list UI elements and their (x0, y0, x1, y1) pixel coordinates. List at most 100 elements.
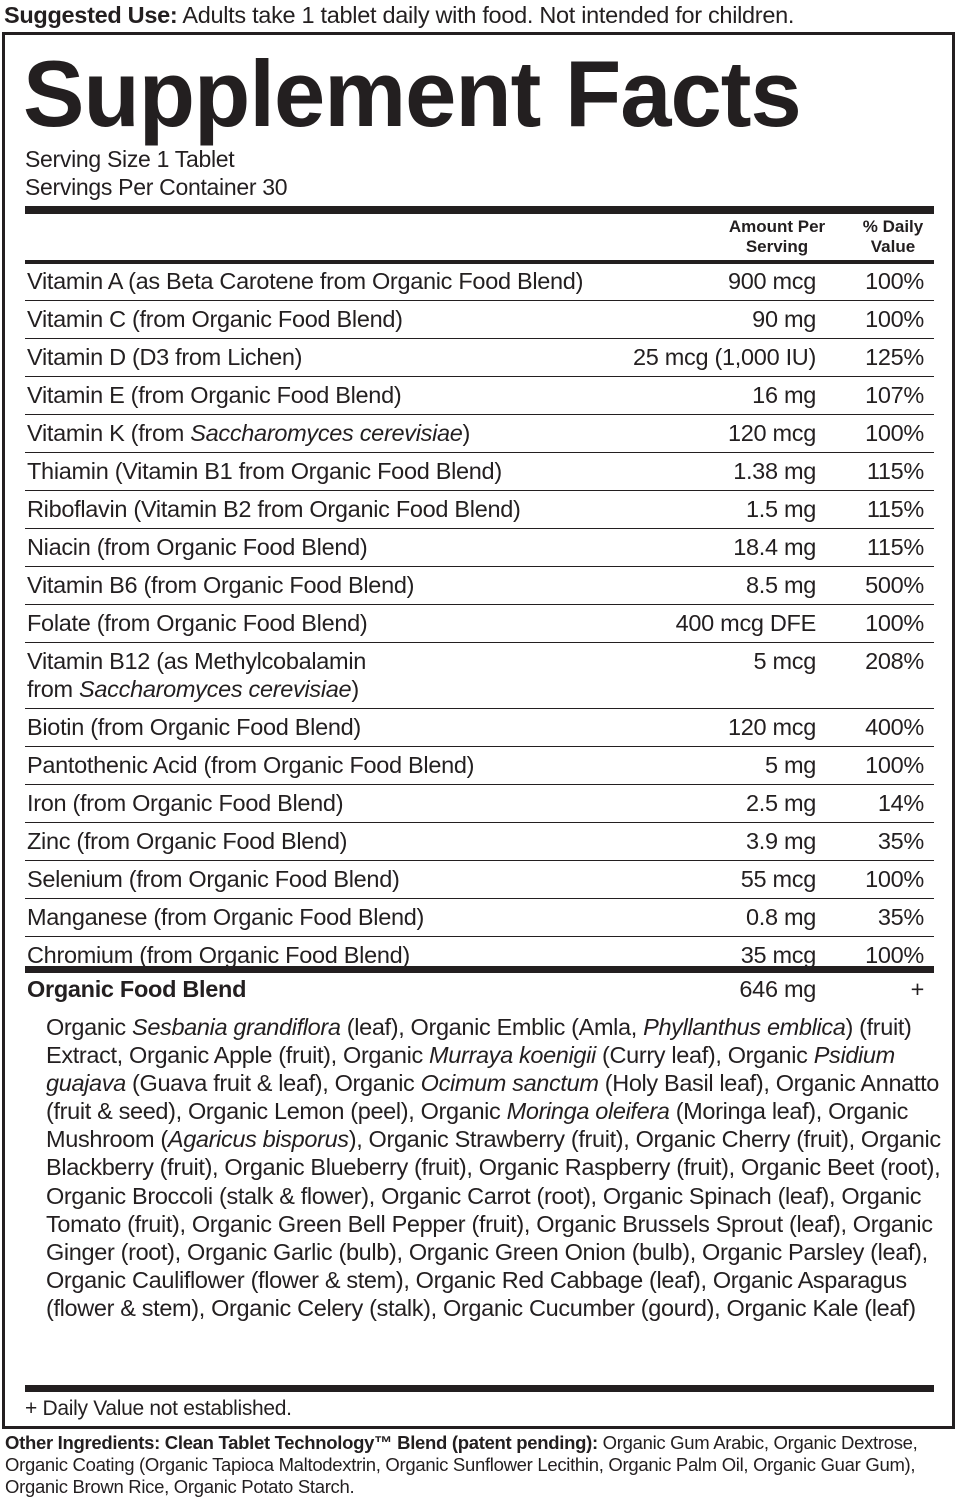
nutrient-amount: 120 mcg (727, 714, 816, 740)
text-segment: ) (fruit) Extract, Organic Apple (fruit)… (46, 1014, 912, 1069)
text-segment: ) (462, 420, 471, 446)
text-segment: Niacin (from Organic Food Blend) (27, 534, 368, 560)
nutrient-name: Niacin (from Organic Food Blend) (25, 533, 647, 561)
header-divider (25, 260, 934, 264)
text-segment: (Holy Basil leaf), Organic Annatto (frui… (46, 1070, 939, 1125)
thick-divider (25, 1385, 934, 1392)
nutrient-daily-value: 115% (866, 496, 924, 522)
blend-daily-value: + (910, 976, 925, 1002)
nutrient-daily-value: 100% (865, 610, 924, 636)
nutrient-row: Vitamin E (from Organic Food Blend) 16 mg… (25, 377, 934, 415)
nutrient-name: Vitamin D (D3 from Lichen) (25, 343, 647, 371)
nutrient-daily-value: 35% (877, 904, 924, 930)
header-line: Amount Per (728, 217, 826, 236)
nutrient-amount: 1.38 mg (733, 458, 816, 484)
amount-per-serving-header: Amount Per Serving (717, 217, 837, 257)
nutrient-name: Biotin (from Organic Food Blend) (25, 713, 647, 741)
nutrient-daily-value: 100% (865, 268, 924, 294)
nutrient-row: Vitamin K (from Saccharomyces cerevisiae… (25, 415, 934, 453)
text-segment: Zinc (from Organic Food Blend) (27, 828, 348, 854)
nutrient-daily-value: 400% (865, 714, 924, 740)
italic-species-name: Psidium guajava (46, 1042, 895, 1097)
nutrient-name: Iron (from Organic Food Blend) (25, 789, 647, 817)
nutrient-daily-value: 100% (865, 420, 924, 446)
nutrient-name: Folate (from Organic Food Blend) (25, 609, 647, 637)
nutrient-name: Pantothenic Acid (from Organic Food Blen… (25, 751, 647, 779)
italic-species-name: Agaricus bisporus (167, 1126, 349, 1153)
nutrient-amount: 3.9 mg (745, 828, 816, 854)
nutrient-row: Biotin (from Organic Food Blend) 120 mcg 4… (25, 709, 934, 747)
nutrient-name: Vitamin K (from Saccharomyces cerevisiae… (25, 419, 647, 447)
nutrient-amount: 400 mcg DFE (675, 610, 817, 636)
suggested-use-label: Suggested Use: (4, 2, 178, 28)
text-segment: (Guava fruit & leaf), Organic (125, 1070, 421, 1097)
nutrient-daily-value: 500% (865, 572, 924, 598)
text-segment: Vitamin E (from Organic Food Blend) (27, 382, 402, 408)
text-segment: Organic (46, 1014, 133, 1040)
text-segment: Riboflavin (Vitamin B2 from Organic Food… (27, 496, 521, 522)
text-segment: Folate (from Organic Food Blend) (27, 610, 368, 636)
header-line: Serving (745, 237, 809, 256)
blend-name: Organic Food Blend (27, 976, 247, 1002)
nutrient-amount: 18.4 mg (733, 534, 816, 560)
italic-species-name: Ocimum sanctum (420, 1070, 599, 1097)
text-segment: Vitamin K (from (27, 420, 191, 446)
nutrient-row: Vitamin C (from Organic Food Blend) 90 mg… (25, 301, 934, 339)
thick-divider (25, 206, 934, 214)
nutrient-name: Vitamin A (as Beta Carotene from Organic… (25, 267, 647, 295)
nutrient-name: Thiamin (Vitamin B1 from Organic Food Bl… (25, 457, 647, 485)
nutrient-daily-value: 100% (865, 942, 924, 968)
nutrient-daily-value: 115% (866, 534, 924, 560)
blend-amount: 646 mg (739, 976, 816, 1002)
nutrient-amount: 90 mg (752, 306, 816, 332)
nutrient-row: Riboflavin (Vitamin B2 from Organic Food… (25, 491, 934, 529)
nutrient-daily-value: 100% (865, 752, 924, 778)
nutrient-row: Iron (from Organic Food Blend) 2.5 mg 14% (25, 785, 934, 823)
nutrient-row: Selenium (from Organic Food Blend) 55 mcg… (25, 861, 934, 899)
header-line: Value (870, 237, 916, 256)
text-segment: Vitamin B6 (from Organic Food Blend) (27, 572, 415, 598)
nutrient-name: Riboflavin (Vitamin B2 from Organic Food… (25, 495, 647, 523)
text-segment: (leaf), Organic Emblic (Amla, (340, 1014, 644, 1040)
nutrient-row: Pantothenic Acid (from Organic Food Blen… (25, 747, 934, 785)
nutrient-name: Vitamin B6 (from Organic Food Blend) (25, 571, 647, 599)
nutrient-row: Zinc (from Organic Food Blend) 3.9 mg 35% (25, 823, 934, 861)
text-segment: (Curry leaf), Organic (595, 1042, 814, 1069)
nutrient-amount: 5 mg (764, 752, 816, 778)
nutrient-daily-value: 100% (865, 866, 924, 892)
header-line: % Daily (862, 217, 924, 236)
nutrient-name: Chromium (from Organic Food Blend) (25, 941, 647, 969)
serving-size: Serving Size 1 Tablet (25, 146, 235, 172)
nutrient-amount: 8.5 mg (745, 572, 816, 598)
nutrient-name: Manganese (from Organic Food Blend) (25, 903, 647, 931)
nutrient-name: Vitamin B12 (as Methylcobalamin from Sacc… (25, 647, 647, 703)
nutrient-row: Niacin (from Organic Food Blend) 18.4 mg 1… (25, 529, 934, 567)
footnote: + Daily Value not established. (25, 1397, 292, 1420)
nutrient-name: Selenium (from Organic Food Blend) (25, 865, 647, 893)
italic-species-name: Moringa oleifera (506, 1098, 670, 1125)
nutrient-table: Vitamin A (as Beta Carotene from Organic… (25, 263, 934, 974)
text-segment: Vitamin B12 (as Methylcobalamin (27, 648, 367, 674)
nutrient-name: Vitamin C (from Organic Food Blend) (25, 305, 647, 333)
text-segment: Vitamin D (D3 from Lichen) (27, 344, 303, 370)
text-segment: Pantothenic Acid (from Organic Food Blen… (27, 752, 475, 778)
italic-species-name: Saccharomyces cerevisiae (79, 676, 352, 702)
text-segment: ), Organic Strawberry (fruit), Organic C… (46, 1126, 941, 1321)
blend-row: Organic Food Blend 646 mg + (25, 975, 934, 1003)
text-segment: Thiamin (Vitamin B1 from Organic Food Bl… (27, 458, 502, 484)
text-segment: Manganese (from Organic Food Blend) (27, 904, 425, 930)
nutrient-row: Vitamin B6 (from Organic Food Blend) 8.5 … (25, 567, 934, 605)
nutrient-amount: 35 mcg (740, 942, 817, 968)
nutrient-daily-value: 115% (866, 458, 924, 484)
nutrient-amount: 25 mcg (1,000 IU) (633, 344, 816, 370)
text-segment: Chromium (from Organic Food Blend) (27, 942, 410, 968)
text-segment: ) (351, 676, 359, 702)
nutrient-daily-value: 100% (865, 306, 924, 332)
nutrient-name: Zinc (from Organic Food Blend) (25, 827, 647, 855)
text-segment: Biotin (from Organic Food Blend) (27, 714, 361, 740)
text-segment: Selenium (from Organic Food Blend) (27, 866, 400, 892)
nutrient-amount: 2.5 mg (745, 790, 816, 816)
suggested-use: Suggested Use: Adults take 1 tablet dail… (4, 0, 794, 30)
thick-divider (25, 966, 934, 973)
nutrient-daily-value: 14% (877, 790, 924, 816)
